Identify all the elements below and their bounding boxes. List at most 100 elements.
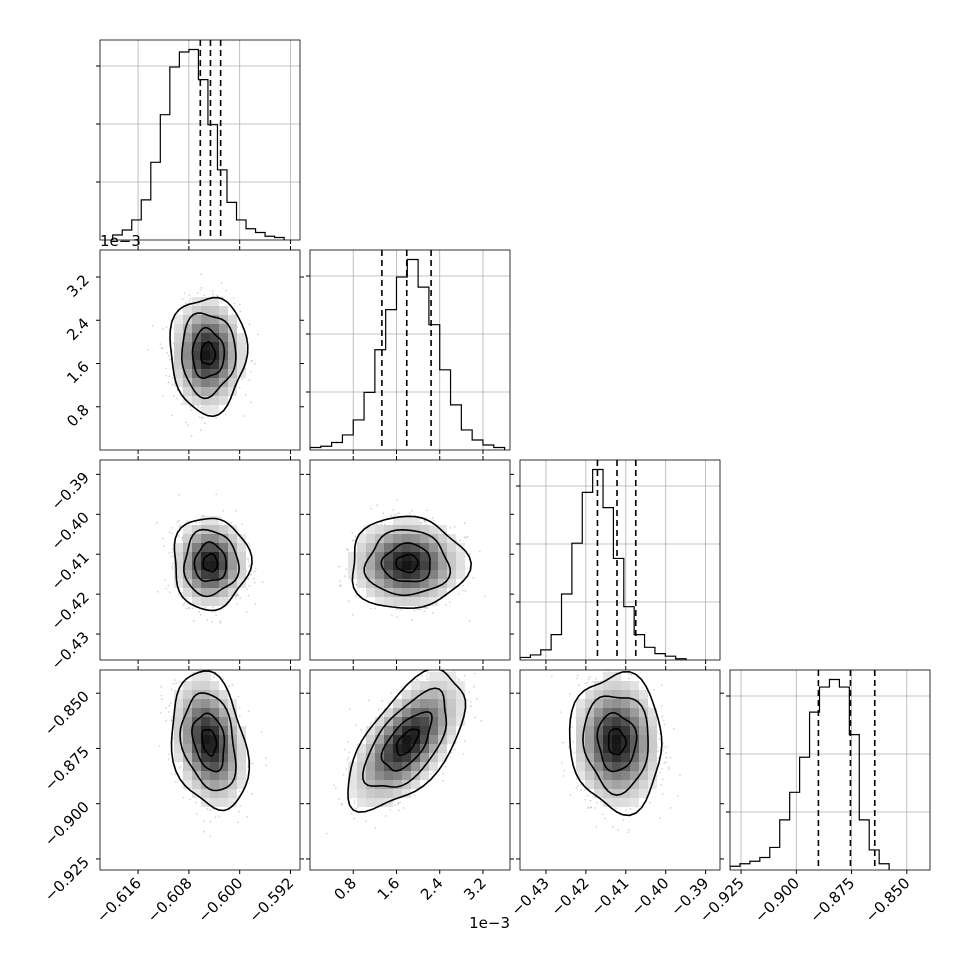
density-cell xyxy=(402,570,411,579)
density-cell xyxy=(366,561,375,570)
scatter-point xyxy=(254,567,257,570)
density-cell xyxy=(201,306,210,315)
scatter-point xyxy=(168,552,170,554)
density-cell xyxy=(237,333,246,342)
scatter-point xyxy=(167,381,170,384)
contour-line xyxy=(180,312,237,400)
scatter-point xyxy=(251,570,254,572)
scatter-point xyxy=(253,577,255,580)
density-cell xyxy=(228,351,237,360)
density-cell xyxy=(192,387,201,396)
density-cell xyxy=(219,597,228,606)
density-cell xyxy=(237,543,246,552)
density-cell xyxy=(183,543,192,552)
scatter-point xyxy=(355,595,358,598)
scatter-point xyxy=(248,378,251,381)
density-cell xyxy=(174,552,183,561)
density-cell xyxy=(201,297,210,306)
density-cell xyxy=(183,324,192,333)
scatter-point xyxy=(188,607,191,609)
scatter-point xyxy=(395,608,398,611)
scatter-point xyxy=(181,539,184,542)
scatter-point xyxy=(262,581,264,584)
histogram-step xyxy=(112,48,285,240)
density-cell xyxy=(219,588,228,597)
density-cell xyxy=(174,561,183,570)
scatter-point xyxy=(396,513,399,515)
scatter-point xyxy=(426,606,428,609)
scatter-point xyxy=(363,525,366,528)
scatter-point xyxy=(400,608,403,611)
scatter-point xyxy=(249,573,251,576)
scatter-point xyxy=(465,536,467,539)
density-cell xyxy=(420,588,429,597)
scatter-point xyxy=(242,415,245,417)
density-cell xyxy=(411,561,420,570)
scatter-point xyxy=(182,603,185,606)
density-cell xyxy=(192,351,201,360)
scatter-point xyxy=(186,424,189,426)
scatter-point xyxy=(175,397,178,400)
scatter-point xyxy=(247,557,249,560)
density-cell xyxy=(411,543,420,552)
scatter-point xyxy=(219,620,222,623)
scatter-point xyxy=(181,298,184,301)
density-content xyxy=(155,493,264,624)
scatter-point xyxy=(339,585,342,587)
density-cell xyxy=(393,579,402,588)
histogram-panel-3 xyxy=(726,669,931,874)
density-cell xyxy=(429,579,438,588)
scatter-point xyxy=(248,545,251,548)
scatter-point xyxy=(177,593,180,596)
scatter-point xyxy=(247,565,250,568)
density-cell xyxy=(183,561,192,570)
scatter-point xyxy=(202,416,204,419)
density-cell xyxy=(201,360,210,369)
scatter-point xyxy=(203,830,205,833)
density-cell xyxy=(384,552,393,561)
scatter-point xyxy=(224,413,227,416)
scatter-point xyxy=(188,300,191,302)
density-cell xyxy=(438,570,447,579)
scatter-point xyxy=(171,376,174,379)
scatter-point xyxy=(172,562,175,565)
density-cell xyxy=(237,552,246,561)
histogram-panel-2 xyxy=(516,459,721,664)
scatter-point xyxy=(200,273,202,275)
density-cell xyxy=(219,306,228,315)
density-cell xyxy=(411,597,420,606)
histogram-step xyxy=(730,678,890,870)
scatter-point xyxy=(197,406,200,409)
scatter-point xyxy=(198,611,201,613)
density-cell xyxy=(228,552,237,561)
scatter-point xyxy=(185,302,187,304)
scatter-point xyxy=(161,347,163,349)
density-cell xyxy=(456,552,465,561)
density-cell xyxy=(192,378,201,387)
density-cell xyxy=(201,378,210,387)
contour-line xyxy=(200,341,217,365)
density-cell xyxy=(228,525,237,534)
density-content xyxy=(338,499,486,623)
density-cell xyxy=(393,588,402,597)
scatter-point xyxy=(346,548,348,550)
density-cell xyxy=(375,525,384,534)
density-cell xyxy=(402,597,411,606)
density-cell xyxy=(210,588,219,597)
density-cell xyxy=(375,588,384,597)
density-cell xyxy=(447,579,456,588)
scatter-point xyxy=(214,816,217,819)
density-cell xyxy=(174,333,183,342)
density-cell xyxy=(402,534,411,543)
density-cell xyxy=(192,342,201,351)
density-cell xyxy=(384,534,393,543)
scatter-point xyxy=(361,532,364,535)
contour-line xyxy=(351,515,473,610)
density-cell xyxy=(357,570,366,579)
scatter-point xyxy=(237,594,239,597)
panel-frame xyxy=(309,459,511,661)
density-cell xyxy=(348,561,357,570)
density-cell xyxy=(201,597,210,606)
scatter-point xyxy=(181,537,184,540)
